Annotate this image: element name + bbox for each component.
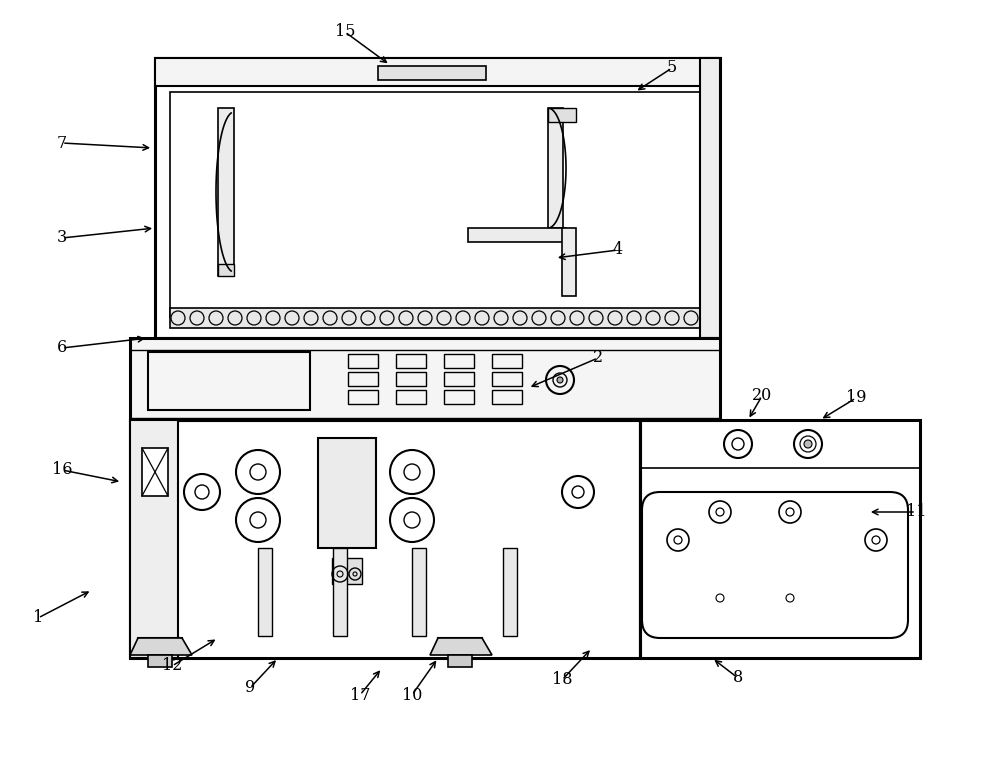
Bar — [348, 390, 378, 404]
Text: 10: 10 — [402, 687, 422, 704]
Bar — [503, 548, 517, 636]
Text: 5: 5 — [667, 59, 677, 76]
Bar — [396, 354, 426, 368]
Bar — [492, 390, 522, 404]
Text: 6: 6 — [57, 339, 67, 357]
Bar — [444, 372, 474, 386]
Bar — [138, 638, 182, 652]
Bar — [348, 354, 378, 368]
Bar — [468, 228, 566, 242]
Bar — [218, 108, 234, 276]
Bar — [562, 228, 576, 296]
Bar — [155, 58, 720, 86]
Bar — [148, 352, 310, 410]
Bar — [378, 66, 486, 80]
Text: 1: 1 — [33, 610, 43, 627]
Bar — [130, 338, 720, 420]
Bar — [548, 108, 563, 228]
Text: 19: 19 — [846, 390, 866, 407]
Bar — [170, 92, 705, 317]
Text: 12: 12 — [162, 657, 182, 674]
Bar — [170, 308, 705, 328]
Bar — [218, 264, 234, 276]
Bar — [258, 548, 272, 636]
Bar — [700, 58, 720, 338]
Text: 15: 15 — [335, 24, 355, 41]
Text: 3: 3 — [57, 229, 67, 247]
Bar — [348, 372, 378, 386]
Text: 16: 16 — [52, 461, 72, 478]
Polygon shape — [430, 638, 492, 655]
Bar — [396, 372, 426, 386]
Polygon shape — [130, 638, 192, 655]
Bar — [412, 548, 426, 636]
Bar — [640, 420, 920, 658]
Bar — [155, 58, 720, 338]
Bar — [548, 108, 576, 122]
Bar — [492, 372, 522, 386]
Text: 2: 2 — [593, 349, 603, 367]
Text: 11: 11 — [906, 504, 926, 521]
Bar — [130, 420, 640, 658]
Text: 17: 17 — [350, 687, 370, 704]
Circle shape — [804, 440, 812, 448]
Bar — [396, 390, 426, 404]
Bar — [444, 390, 474, 404]
Text: 18: 18 — [552, 671, 572, 688]
Text: 7: 7 — [57, 135, 67, 151]
Text: 20: 20 — [752, 388, 772, 404]
Bar — [444, 354, 474, 368]
Text: 8: 8 — [733, 670, 743, 687]
Bar — [318, 438, 376, 548]
Text: 4: 4 — [613, 241, 623, 258]
Bar — [148, 655, 172, 667]
Bar — [333, 548, 347, 636]
Bar — [332, 558, 362, 584]
Circle shape — [557, 377, 563, 383]
Bar — [438, 638, 482, 652]
Bar — [130, 420, 178, 658]
Bar — [142, 448, 168, 496]
Bar — [448, 655, 472, 667]
Text: 9: 9 — [245, 680, 255, 697]
Bar — [492, 354, 522, 368]
